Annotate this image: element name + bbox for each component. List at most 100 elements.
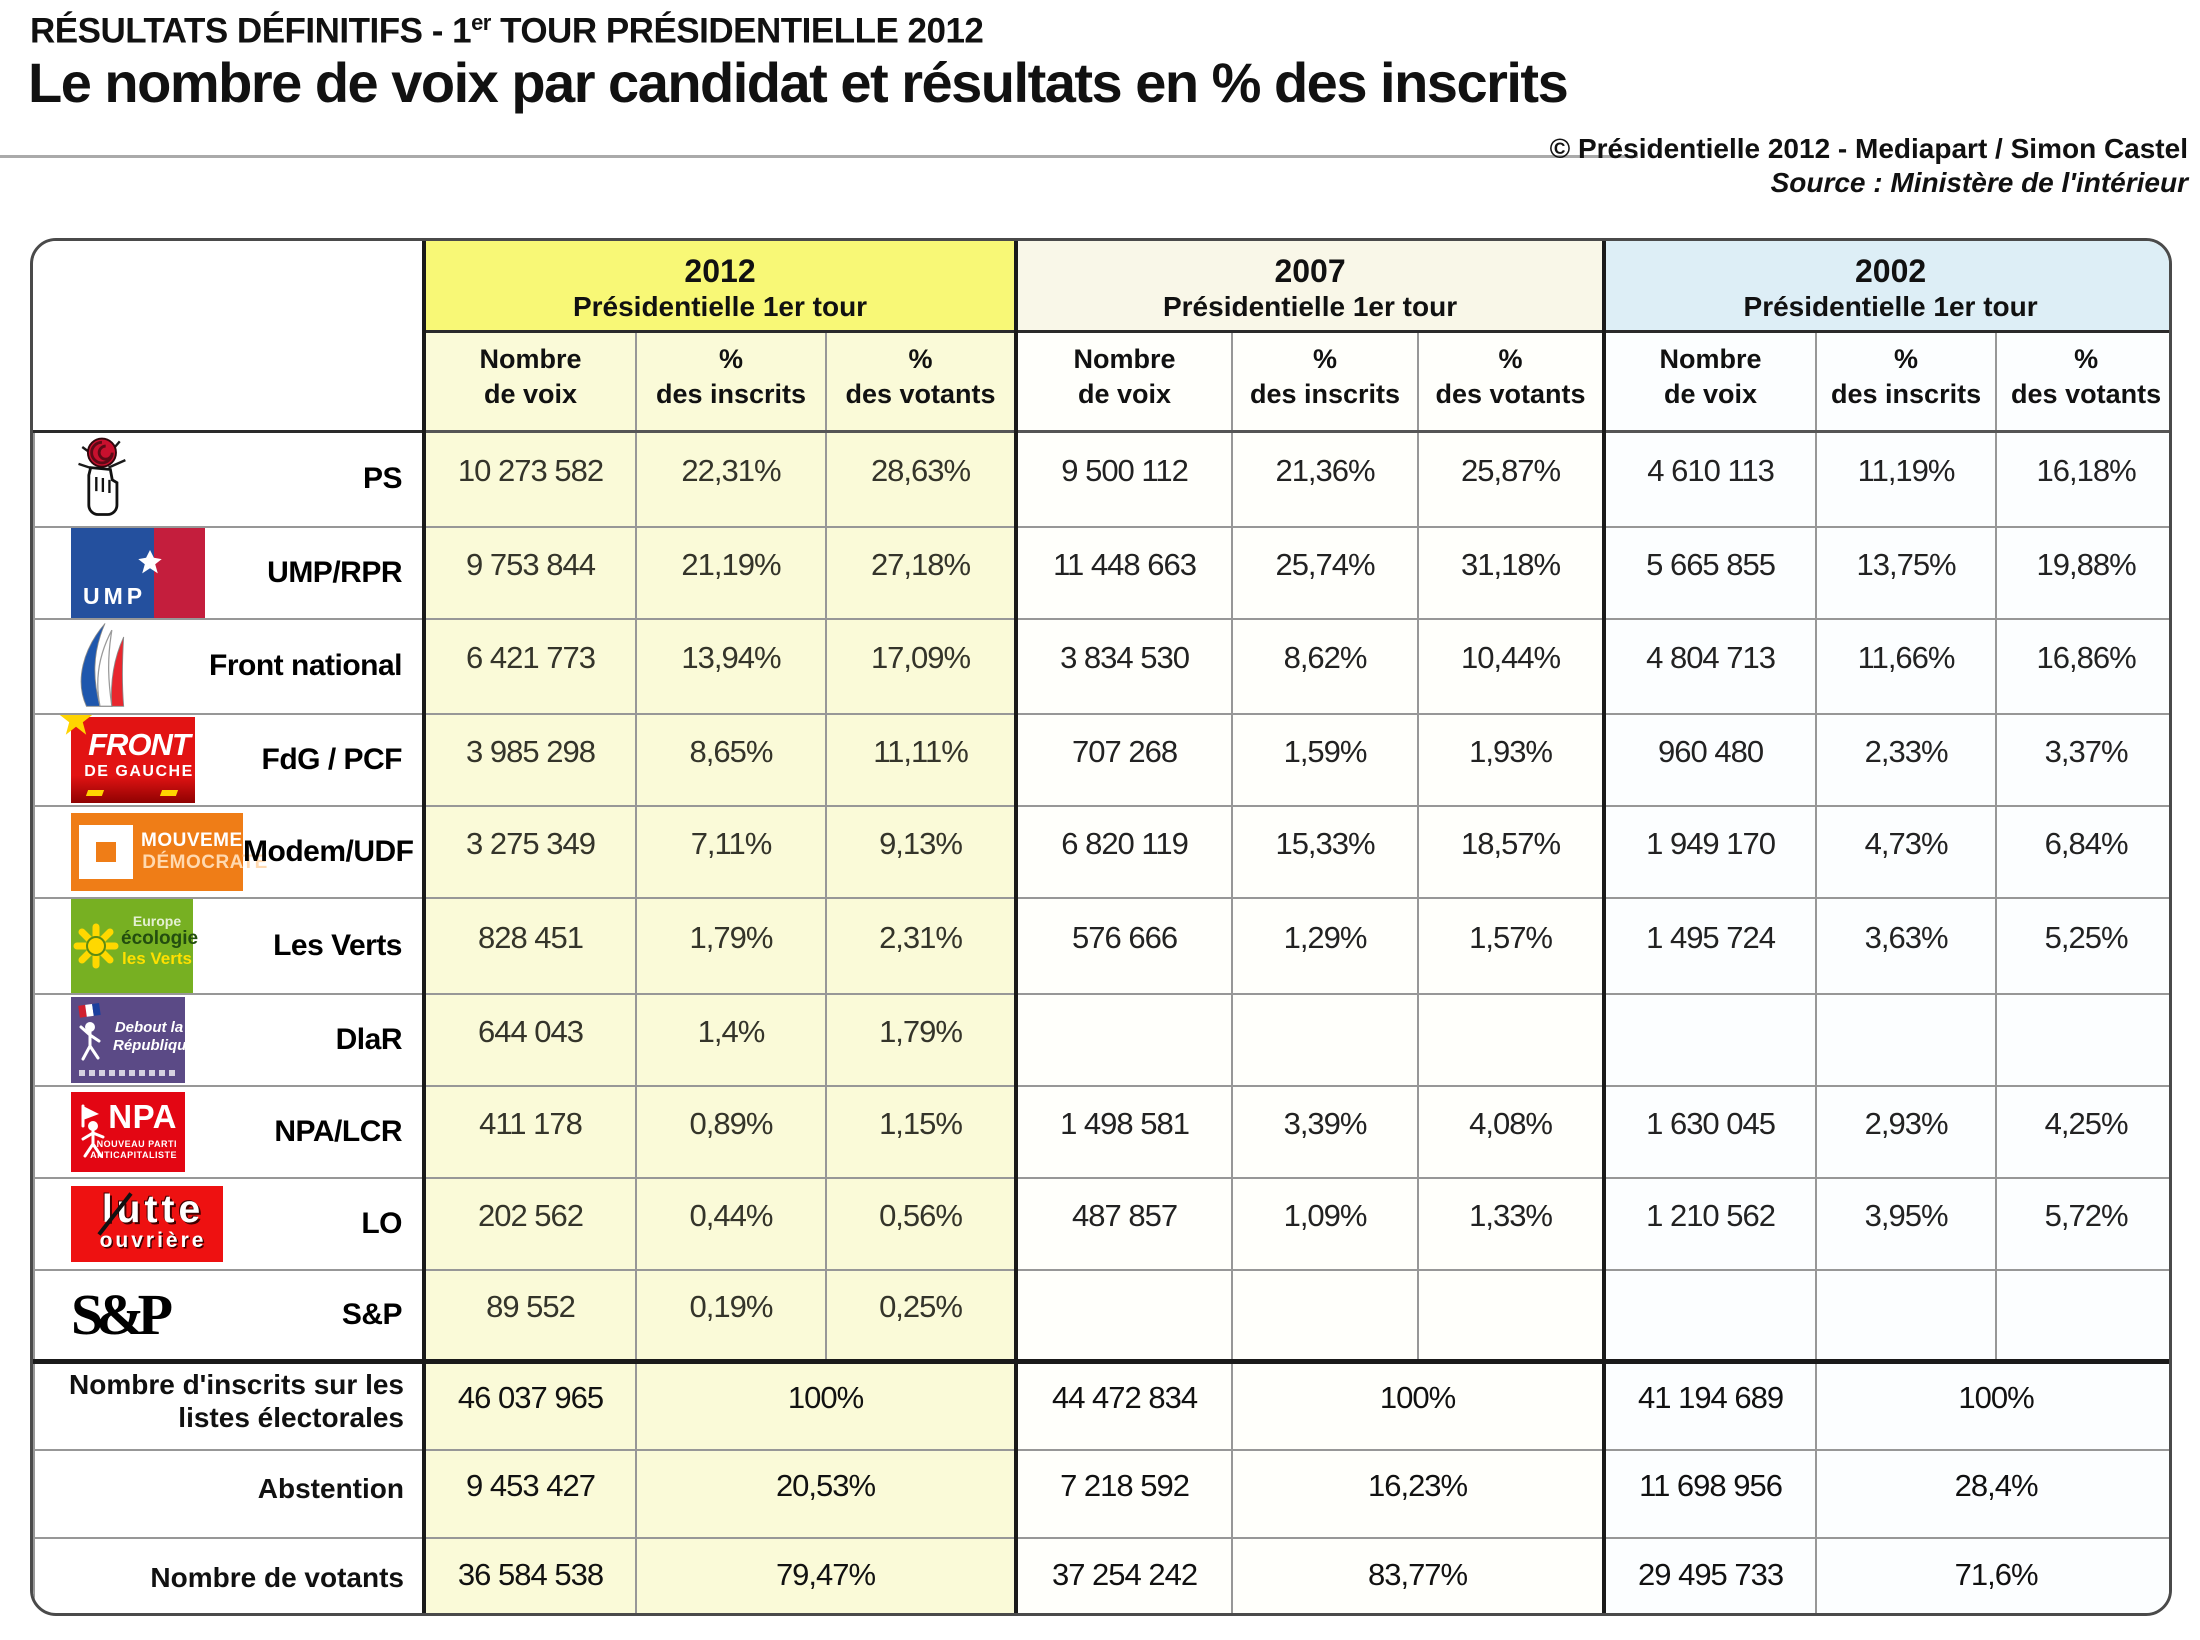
lo-logo-icon: lutte ouvrière — [71, 1185, 223, 1262]
fdg-logo-icon: FRONT DE GAUCHE — [61, 715, 195, 803]
value-cell: 4,25% — [1995, 1084, 2169, 1179]
page-title: Le nombre de voix par candidat et résult… — [28, 51, 1569, 114]
value-cell: 0,44% — [635, 1176, 827, 1271]
col-bottom: de voix — [1664, 379, 1758, 409]
value-cell: 411 178 — [422, 1084, 637, 1179]
column-header-votants-2012: % des votants — [824, 330, 1018, 433]
col-top: Nombre — [479, 343, 582, 374]
col-bottom: des inscrits — [1831, 379, 1982, 409]
value-cell: 1,29% — [1231, 896, 1420, 995]
value-cell: 100% — [1231, 1359, 1606, 1451]
value-cell: 1 949 170 — [1602, 804, 1818, 899]
empty-cell — [1815, 1268, 1998, 1363]
value-cell: 1,33% — [1417, 1176, 1606, 1271]
value-cell: 1,4% — [635, 992, 827, 1087]
footer-row-votants: Nombre de votants 36 584 538 79,47% 37 2… — [33, 1536, 2169, 1613]
footer-label: Nombre d'inscrits sur les listes élector… — [33, 1359, 425, 1451]
party-cell: Debout la République DlaR — [33, 992, 425, 1087]
fn-logo-icon — [71, 621, 129, 712]
year-header-2002: 2002 Présidentielle 1er tour — [1602, 241, 2169, 333]
fdg-logo-dashes — [85, 789, 105, 796]
party-label: PS — [362, 462, 403, 495]
value-cell: 6,84% — [1995, 804, 2169, 899]
credit-block: © Présidentielle 2012 - Mediapart / Simo… — [1550, 132, 2188, 199]
value-cell: 0,56% — [824, 1176, 1018, 1271]
party-row-fdg: FRONT DE GAUCHE FdG / PCF 3 985 298 8,65… — [33, 712, 2169, 807]
value-cell: 0,19% — [635, 1268, 827, 1363]
npa-logo-icon: NPA NOUVEAU PARTI ANTICAPITALISTE — [71, 1091, 185, 1172]
value-cell: 4 610 113 — [1602, 430, 1818, 528]
party-row-dlar: Debout la République DlaR 644 043 1,4% 1… — [33, 992, 2169, 1087]
value-cell: 1 495 724 — [1602, 896, 1818, 995]
value-cell: 3,63% — [1815, 896, 1998, 995]
value-cell: 3 275 349 — [422, 804, 637, 899]
col-top: % — [908, 343, 933, 374]
value-cell: 19,88% — [1995, 525, 2169, 620]
party-label: Les Verts — [273, 928, 402, 962]
page-kicker: RÉSULTATS DÉFINITIFS - 1er TOUR PRÉSIDEN… — [30, 10, 984, 52]
kicker-text-2: TOUR PRÉSIDENTIELLE 2012 — [490, 11, 984, 51]
value-cell: 6 820 119 — [1014, 804, 1234, 899]
value-cell: 11 448 663 — [1014, 525, 1234, 620]
empty-cell — [1417, 992, 1606, 1087]
empty-cell — [1602, 992, 1818, 1087]
column-header-inscrits-2007: % des inscrits — [1231, 330, 1420, 433]
value-cell: 22,31% — [635, 430, 827, 528]
empty-cell — [1815, 992, 1998, 1087]
year-subtitle-2007: Présidentielle 1er tour — [1162, 291, 1458, 323]
value-cell: 6 421 773 — [422, 617, 637, 715]
party-label: NPA/LCR — [274, 1114, 402, 1148]
empty-cell — [1231, 1268, 1420, 1363]
party-cell: PS — [33, 430, 425, 528]
dlar-logo-text-2: République — [113, 1037, 195, 1055]
npa-logo-subtext: NOUVEAU PARTI ANTICAPITALISTE — [71, 1139, 177, 1162]
party-label: UMP/RPR — [267, 555, 402, 589]
column-header-row: Nombre de voix % des inscrits % des votants… — [34, 330, 2169, 433]
value-cell: 15,33% — [1231, 804, 1420, 899]
value-cell: 1,09% — [1231, 1176, 1420, 1271]
value-cell: 960 480 — [1602, 712, 1818, 807]
column-header-voix-2007: Nombre de voix — [1014, 330, 1234, 433]
value-cell: 13,75% — [1815, 525, 1998, 620]
value-cell: 3 834 530 — [1014, 617, 1234, 715]
col-top: % — [2074, 343, 2099, 374]
verts-logo-text-1: Europe — [132, 912, 182, 929]
col-bottom: des votants — [1435, 379, 1586, 409]
dlar-logo-strip — [79, 1069, 177, 1076]
party-row-fn: Front national 6 421 773 13,94% 17,09% 3… — [33, 617, 2169, 715]
empty-cell — [1602, 1268, 1818, 1363]
party-cell: MOUVEMENT DÉMOCRATE Modem/UDF — [33, 804, 425, 899]
party-cell: NPA NOUVEAU PARTI ANTICAPITALISTE NPA/LCR — [33, 1084, 425, 1179]
value-cell: 11 698 956 — [1602, 1448, 1818, 1539]
value-cell: 5 665 855 — [1602, 525, 1818, 620]
col-top: % — [718, 343, 743, 374]
value-cell: 1,93% — [1417, 712, 1606, 807]
value-cell: 7 218 592 — [1014, 1448, 1234, 1539]
value-cell: 11,11% — [824, 712, 1018, 807]
dlar-logo-icon: Debout la République — [71, 996, 195, 1083]
value-cell: 11,19% — [1815, 430, 1998, 528]
value-cell: 37 254 242 — [1014, 1536, 1234, 1613]
value-cell: 16,23% — [1231, 1448, 1606, 1539]
value-cell: 89 552 — [422, 1268, 637, 1363]
value-cell: 4,08% — [1417, 1084, 1606, 1179]
value-cell: 1,15% — [824, 1084, 1018, 1179]
value-cell: 1 498 581 — [1014, 1084, 1234, 1179]
value-cell: 487 857 — [1014, 1176, 1234, 1271]
empty-cell — [1995, 1268, 2169, 1363]
value-cell: 20,53% — [634, 1448, 1018, 1539]
value-cell: 36 584 538 — [422, 1536, 637, 1613]
value-cell: 9,13% — [824, 804, 1018, 899]
value-cell: 828 451 — [422, 896, 637, 995]
value-cell: 10,44% — [1417, 617, 1606, 715]
dlar-logo-text-1: Debout la — [114, 1018, 184, 1036]
source-note: Source : Ministère de l'intérieur — [1770, 166, 2188, 198]
party-row-lo: lutte ouvrière LO 202 562 0,44% 0,56% 48… — [33, 1176, 2169, 1271]
value-cell: 18,57% — [1417, 804, 1606, 899]
value-cell: 71,6% — [1815, 1536, 2169, 1613]
value-cell: 16,18% — [1995, 430, 2169, 528]
value-cell: 41 194 689 — [1602, 1359, 1818, 1451]
value-cell: 83,77% — [1231, 1536, 1606, 1613]
corner-cell — [34, 241, 425, 433]
